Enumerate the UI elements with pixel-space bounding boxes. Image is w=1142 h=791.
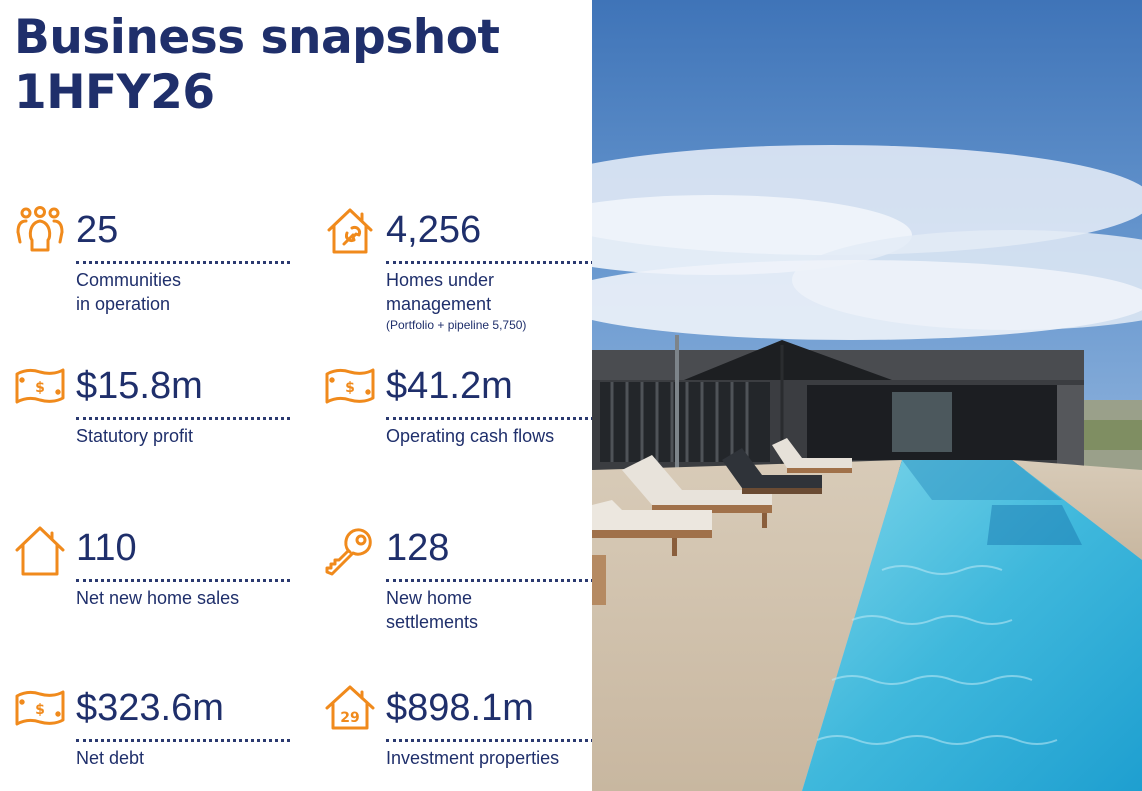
metric-label-line-2: in operation bbox=[76, 294, 171, 314]
metric-label-line-1: Net debt bbox=[76, 748, 145, 768]
metric-label-line-1: Homes under bbox=[386, 270, 495, 290]
metric-note: (Portfolio + pipeline 5,750) bbox=[386, 318, 527, 332]
dotted-divider bbox=[76, 417, 290, 420]
metric-label-line-1: Operating cash flows bbox=[386, 426, 555, 446]
metric-label-line-2: settlements bbox=[386, 612, 479, 632]
svg-text:$: $ bbox=[35, 702, 45, 718]
metric-value: $323.6m bbox=[76, 687, 224, 729]
metric-label: Operating cash flows bbox=[386, 424, 554, 448]
icon-number: 29 bbox=[340, 710, 359, 726]
cash-icon: $ bbox=[15, 690, 65, 726]
metric-label-line-2: management bbox=[386, 294, 492, 314]
dotted-divider bbox=[76, 579, 290, 582]
key-icon bbox=[325, 528, 372, 576]
metric-label-line-1: Net new home sales bbox=[76, 588, 240, 608]
metric-label: Communities in operation bbox=[76, 268, 181, 316]
metric-label: New home settlements bbox=[386, 586, 478, 634]
metric-label-line-1: Communities bbox=[76, 270, 182, 290]
page-title: Business snapshot 1HFY26 bbox=[14, 10, 500, 120]
cash-icon: $ bbox=[15, 368, 65, 404]
metric-value: 25 bbox=[76, 209, 119, 251]
dotted-divider bbox=[386, 261, 648, 264]
metric-value: $15.8m bbox=[76, 365, 203, 407]
dotted-divider bbox=[76, 739, 290, 742]
svg-text:$: $ bbox=[345, 380, 355, 396]
house-icon bbox=[15, 526, 65, 576]
pool-photo bbox=[592, 0, 1142, 791]
metric-label-line-1: New home bbox=[386, 588, 473, 608]
house-29-icon: 29 bbox=[325, 685, 375, 730]
svg-text:$: $ bbox=[35, 380, 45, 396]
metric-label: Investment properties bbox=[386, 746, 559, 770]
dotted-divider bbox=[386, 417, 648, 420]
dotted-divider bbox=[76, 261, 290, 264]
metric-value: $41.2m bbox=[386, 365, 513, 407]
metric-value: 4,256 bbox=[386, 209, 482, 251]
pool-scene-image bbox=[592, 0, 1142, 791]
dotted-divider bbox=[386, 579, 648, 582]
title-line-2: 1HFY26 bbox=[14, 65, 215, 120]
metric-label: Statutory profit bbox=[76, 424, 193, 448]
metric-label: Homes under management bbox=[386, 268, 494, 316]
house-wrench-icon bbox=[327, 208, 373, 254]
metric-label: Net new home sales bbox=[76, 586, 239, 610]
snapshot-panel: Business snapshot 1HFY26 25 Communities … bbox=[14, 10, 648, 770]
metric-label-line-1: Statutory profit bbox=[76, 426, 194, 446]
dotted-divider bbox=[386, 739, 648, 742]
metric-value: $898.1m bbox=[386, 687, 534, 729]
metric-value: 128 bbox=[386, 527, 450, 569]
cash-icon: $ bbox=[325, 368, 375, 404]
title-line-1: Business snapshot bbox=[14, 10, 500, 65]
metric-value: 110 bbox=[76, 527, 137, 569]
metric-label: Net debt bbox=[76, 746, 144, 770]
people-icon bbox=[16, 206, 64, 252]
metric-label-line-1: Investment properties bbox=[386, 748, 560, 768]
